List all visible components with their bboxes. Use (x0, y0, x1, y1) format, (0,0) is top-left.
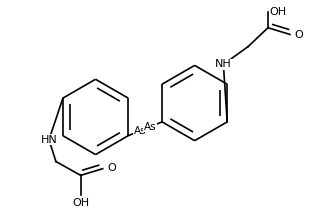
Text: O: O (294, 30, 303, 40)
Text: OH: OH (72, 198, 89, 208)
Text: O: O (107, 163, 116, 173)
Text: As: As (134, 126, 146, 136)
Text: HN: HN (41, 135, 57, 145)
Text: As: As (144, 122, 157, 132)
Text: NH: NH (215, 59, 232, 69)
Text: OH: OH (269, 7, 286, 17)
